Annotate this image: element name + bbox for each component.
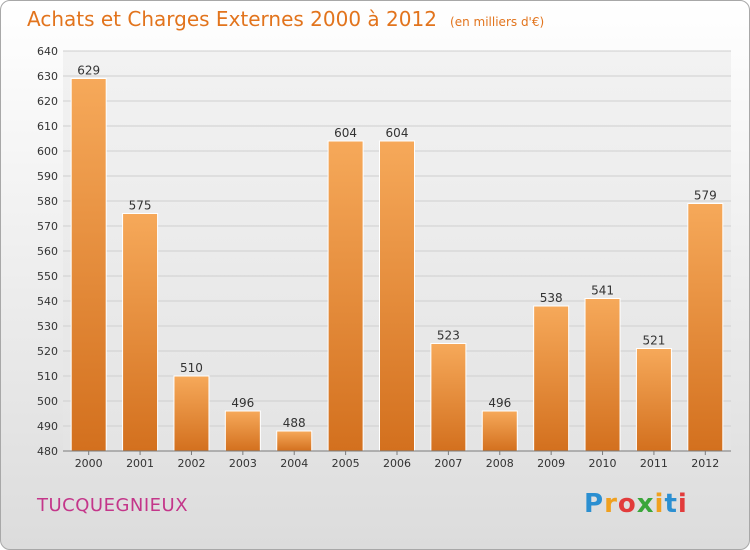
x-tick-labels: 2000 2001 2002 2003 2004 2005 2006 2007 2008 2009… [75, 451, 719, 470]
y-tick-label: 480 [37, 445, 58, 458]
proxiti-logo: Proxiti [584, 489, 688, 519]
data-label: 541 [591, 284, 614, 298]
y-tick-label: 530 [37, 320, 58, 333]
bar-2005 [327, 140, 364, 452]
y-tick-label: 620 [37, 95, 58, 108]
bar-2007 [430, 343, 467, 452]
bar-2000 [70, 78, 107, 452]
chart-subtitle: (en milliers d'€) [450, 15, 545, 29]
bar-2012 [687, 203, 724, 452]
brand-letter: t [664, 489, 678, 519]
y-tick-label: 520 [37, 345, 58, 358]
x-tick-label: 2004 [280, 457, 308, 470]
data-label: 496 [488, 396, 511, 410]
data-label: 523 [437, 329, 460, 343]
bars: 629 575 510 496 488 604 604 523 496 538 541 521 579 [70, 64, 724, 452]
x-tick-label: 2001 [126, 457, 154, 470]
y-tick-label: 500 [37, 395, 58, 408]
x-tick-label: 2011 [640, 457, 668, 470]
y-tick-label: 630 [37, 70, 58, 83]
y-tick-label: 490 [37, 420, 58, 433]
data-label: 629 [77, 64, 100, 78]
x-tick-label: 2002 [177, 457, 205, 470]
title-row: Achats et Charges Externes 2000 à 2012 (… [27, 7, 544, 31]
brand-letter: o [617, 489, 637, 519]
data-label: 575 [129, 199, 152, 213]
commune-name: TUCQUEGNIEUX [37, 495, 189, 516]
y-tick-labels: 480 490 500 510 520 530 540 550 560 570 580 590 600 6… [37, 45, 58, 458]
x-tick-label: 2010 [589, 457, 617, 470]
data-label: 496 [231, 396, 254, 410]
x-tick-label: 2006 [383, 457, 411, 470]
x-tick-label: 2003 [229, 457, 257, 470]
chart-title: Achats et Charges Externes 2000 à 2012 [27, 7, 437, 31]
bar-2011 [635, 348, 672, 452]
x-tick-label: 2000 [75, 457, 103, 470]
bar-2006 [379, 140, 415, 452]
x-tick-label: 2008 [486, 457, 514, 470]
data-label: 579 [694, 189, 717, 203]
y-tick-label: 550 [37, 270, 58, 283]
y-tick-label: 590 [37, 170, 58, 183]
data-label: 604 [386, 126, 409, 140]
brand-letter: r [604, 489, 618, 519]
y-tick-label: 640 [37, 45, 58, 58]
y-tick-label: 600 [37, 145, 58, 158]
brand-letter: i [654, 489, 665, 519]
bar-2001 [122, 213, 159, 452]
bar-2002 [173, 375, 210, 452]
y-tick-label: 570 [37, 220, 58, 233]
y-tick-label: 540 [37, 295, 58, 308]
y-tick-label: 560 [37, 245, 58, 258]
x-tick-label: 2012 [691, 457, 719, 470]
data-label: 510 [180, 361, 203, 375]
data-label: 538 [540, 291, 563, 305]
bar-2008 [481, 410, 518, 452]
y-tick-label: 610 [37, 120, 58, 133]
y-tick-label: 580 [37, 195, 58, 208]
bar-2004 [276, 430, 313, 452]
x-tick-label: 2009 [537, 457, 565, 470]
x-tick-label: 2007 [434, 457, 462, 470]
x-tick-label: 2005 [332, 457, 360, 470]
bar-2010 [584, 298, 621, 452]
data-label: 604 [334, 126, 357, 140]
bar-2009 [533, 305, 570, 452]
bar-2003 [224, 410, 261, 452]
data-label: 521 [642, 334, 665, 348]
brand-letter: x [636, 489, 655, 519]
y-tick-label: 510 [37, 370, 58, 383]
data-label: 488 [283, 416, 306, 430]
brand-letter: P [584, 489, 605, 519]
brand-letter: i [677, 489, 688, 519]
